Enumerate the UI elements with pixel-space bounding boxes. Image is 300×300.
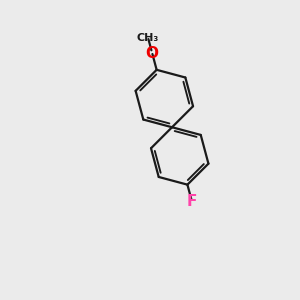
Text: CH₃: CH₃ [137, 33, 159, 43]
Text: O: O [146, 46, 159, 61]
Text: F: F [187, 194, 197, 208]
